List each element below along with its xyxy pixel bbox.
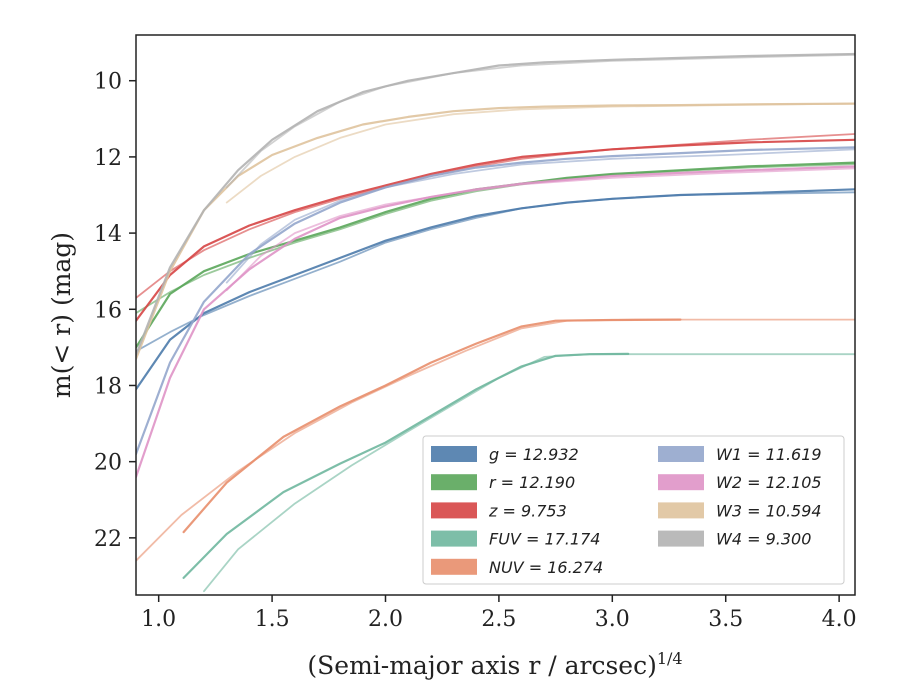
x-tick-label: 1.5 [255, 607, 290, 632]
legend-label-r: r = 12.190 [489, 473, 575, 492]
series-line-nuv-2 [136, 318, 855, 562]
legend-label-z: z = 9.753 [488, 501, 567, 520]
legend-swatch-w1 [658, 446, 704, 462]
y-tick-label: 16 [94, 298, 122, 323]
x-tick-label: 2.5 [481, 607, 516, 632]
series-line-fuv-2 [203, 353, 855, 593]
x-tick-label: 3.5 [708, 607, 743, 632]
legend-box [422, 435, 845, 585]
y-axis-label: m(< r) (mag) [47, 232, 76, 398]
legend-label-w1: W1 = 11.619 [716, 445, 822, 464]
y-tick-label: 12 [94, 146, 122, 171]
series-line-w1-1 [136, 146, 855, 456]
legend-swatch-fuv [431, 530, 477, 547]
legend-swatch-w3 [658, 502, 704, 519]
legend-label-w2: W2 = 12.105 [716, 473, 822, 492]
x-tick-label: 3.0 [595, 607, 630, 632]
legend-label-nuv: NUV = 16.274 [489, 558, 603, 577]
legend-label-w4: W4 = 9.300 [716, 530, 811, 549]
y-tick-label: 20 [94, 451, 122, 476]
series-line-g-1 [136, 188, 855, 391]
series-line-w3-2 [225, 102, 855, 204]
y-tick-label: 22 [94, 527, 122, 552]
legend-swatch-w2 [658, 474, 704, 491]
legend-label-w3: W3 = 10.594 [716, 501, 822, 520]
series-line-w4-1 [136, 52, 855, 357]
series-line-r-2 [136, 163, 855, 314]
y-tick-label: 14 [94, 222, 122, 247]
x-tick-label: 1.0 [141, 607, 176, 632]
legend-label-g: g = 12.932 [489, 445, 579, 464]
legend-swatch-w4 [658, 530, 704, 547]
series-line-w2-2 [225, 167, 855, 292]
series-line-w1-2 [225, 148, 855, 284]
legend: g = 12.932 r = 12.190 z = 9.753 FUV = 17.17… [422, 435, 845, 585]
x-axis-label: (Semi-major axis r / arcsec)1/4 [307, 649, 682, 680]
curves-layer [136, 52, 855, 593]
series-line-g-2 [136, 191, 855, 353]
legend-label-fuv: FUV = 17.174 [489, 530, 600, 549]
legend-swatch-r [431, 474, 477, 491]
ticks-layer: 1.0 1.5 2.0 2.5 3.0 3.5 4.0 10 12 14 16 18 20 22 [94, 70, 857, 632]
plot-frame [135, 34, 856, 596]
x-tick-label: 2.0 [368, 607, 403, 632]
legend-swatch-z [431, 502, 477, 519]
legend-swatch-g [431, 446, 477, 462]
y-tick-label: 10 [94, 70, 122, 95]
y-tick-label: 18 [94, 374, 122, 399]
legend-swatch-nuv [431, 558, 477, 575]
series-line-w4-2 [225, 53, 855, 189]
x-tick-label: 4.0 [822, 607, 857, 632]
